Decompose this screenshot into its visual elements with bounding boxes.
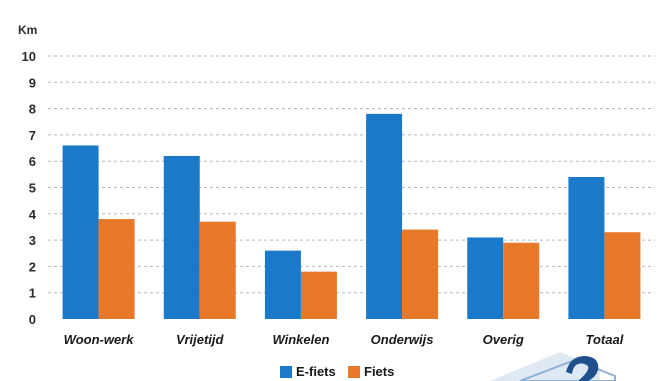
legend-swatch-fiets: [348, 366, 360, 378]
legend: E-fiets Fiets: [280, 364, 394, 379]
bar-fiets-vrijetijd: [199, 221, 236, 319]
y-tick-label: 8: [29, 102, 36, 117]
bar-e-fiets-onderwijs: [366, 113, 403, 319]
y-tick-label: 3: [29, 233, 36, 248]
bar-e-fiets-totaal: [568, 176, 605, 319]
y-unit-label: Km: [18, 23, 37, 37]
y-tick-label: 6: [29, 154, 36, 169]
x-category-label: Winkelen: [272, 332, 329, 347]
y-tick-label: 2: [29, 259, 36, 274]
legend-swatch-e-fiets: [280, 366, 292, 378]
y-tick-label: 0: [29, 312, 36, 327]
bar-e-fiets-vrijetijd: [163, 155, 200, 319]
x-category-label: Overig: [483, 332, 524, 347]
y-tick-label: 1: [29, 286, 36, 301]
bar-fiets-totaal: [604, 232, 641, 319]
x-category-label: Totaal: [586, 332, 624, 347]
x-category-label: Vrijetijd: [176, 332, 225, 347]
bar-fiets-woon-werk: [98, 219, 135, 319]
logo-fragment-graphic: [490, 352, 616, 381]
y-tick-label: 9: [29, 75, 36, 90]
grid-lines: [48, 55, 655, 294]
y-axis-ticks: 0 1 2 3 4 5 6 7 8 9 10: [22, 49, 37, 327]
x-axis-categories: Woon-werk Vrijetijd Winkelen Onderwijs Overi…: [64, 332, 624, 347]
x-category-label: Onderwijs: [371, 332, 434, 347]
bar-fiets-winkelen: [300, 271, 337, 319]
bars: [62, 113, 641, 319]
bar-fiets-overig: [503, 242, 540, 319]
bar-fiets-onderwijs: [402, 229, 439, 319]
bar-e-fiets-winkelen: [264, 250, 301, 319]
bar-e-fiets-overig: [467, 237, 504, 319]
y-tick-label: 4: [29, 207, 37, 222]
y-tick-label: 5: [29, 181, 36, 196]
y-tick-label: 10: [22, 49, 36, 64]
bar-e-fiets-woon-werk: [62, 145, 99, 319]
y-tick-label: 7: [29, 128, 36, 143]
legend-label: E-fiets: [296, 364, 336, 379]
x-category-label: Woon-werk: [64, 332, 135, 347]
legend-label: Fiets: [364, 364, 394, 379]
